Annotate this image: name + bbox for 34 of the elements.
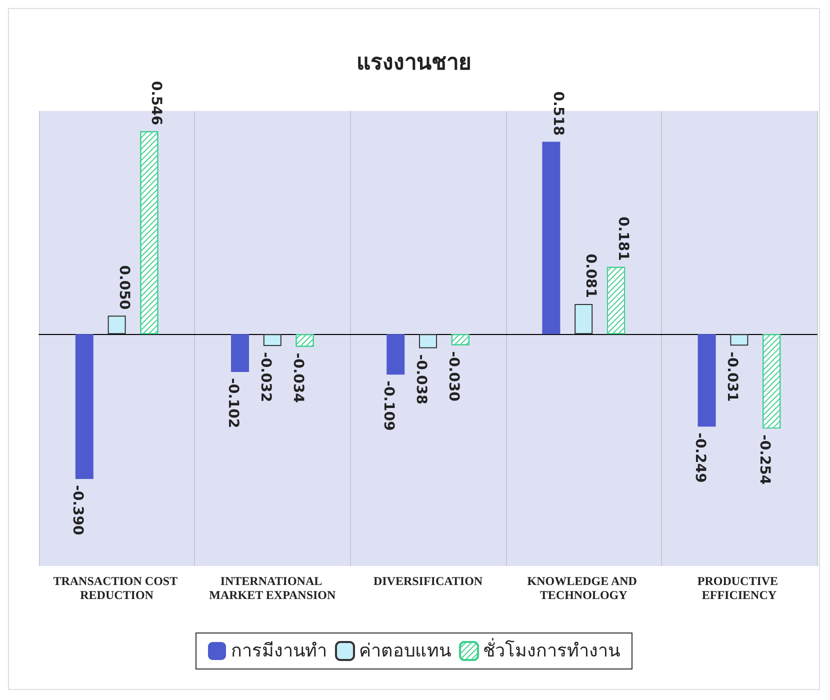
data-label: -0.032: [257, 352, 274, 402]
bar: [542, 142, 560, 334]
data-label: 0.546: [148, 80, 164, 126]
data-label: 0.181: [615, 216, 631, 261]
legend-label: ค่าตอบแทน: [359, 640, 451, 662]
data-label: -0.249: [692, 432, 708, 483]
x-tick-label: INTERNATIONAL MARKET EXPANSION: [209, 574, 336, 602]
data-label: -0.390: [69, 485, 86, 536]
data-label: -0.031: [724, 352, 740, 402]
bar: [231, 334, 249, 372]
data-label: 0.081: [582, 254, 599, 298]
data-label: 0.050: [116, 265, 132, 310]
bar: [730, 334, 748, 346]
x-tick-label: DIVERSIFICATION: [373, 574, 483, 588]
data-label: -0.109: [380, 380, 397, 431]
data-label: -0.254: [756, 434, 773, 485]
x-tick-label: PRODUCTIVE EFFICIENCY: [697, 574, 782, 602]
bar: [75, 334, 94, 480]
data-label: 0.518: [550, 91, 566, 136]
bar: [698, 334, 716, 427]
bar: [419, 334, 437, 348]
chart-title: แรงงานชาย: [356, 50, 472, 76]
bar: [263, 334, 282, 346]
x-tick-label: TRANSACTION COST REDUCTION: [53, 574, 180, 602]
bar: [386, 334, 405, 375]
x-tick-label: KNOWLEDGE AND TECHNOLOGY: [527, 574, 640, 602]
data-label: -0.038: [413, 354, 429, 404]
legend-label: การมีงานทำ: [231, 640, 327, 662]
data-label: -0.034: [290, 352, 306, 404]
legend-label: ชั่วโมงการทำงาน: [483, 638, 620, 662]
bar: [574, 304, 593, 334]
bar: [108, 316, 126, 334]
data-label: -0.102: [225, 378, 241, 428]
data-label: -0.030: [445, 351, 462, 402]
